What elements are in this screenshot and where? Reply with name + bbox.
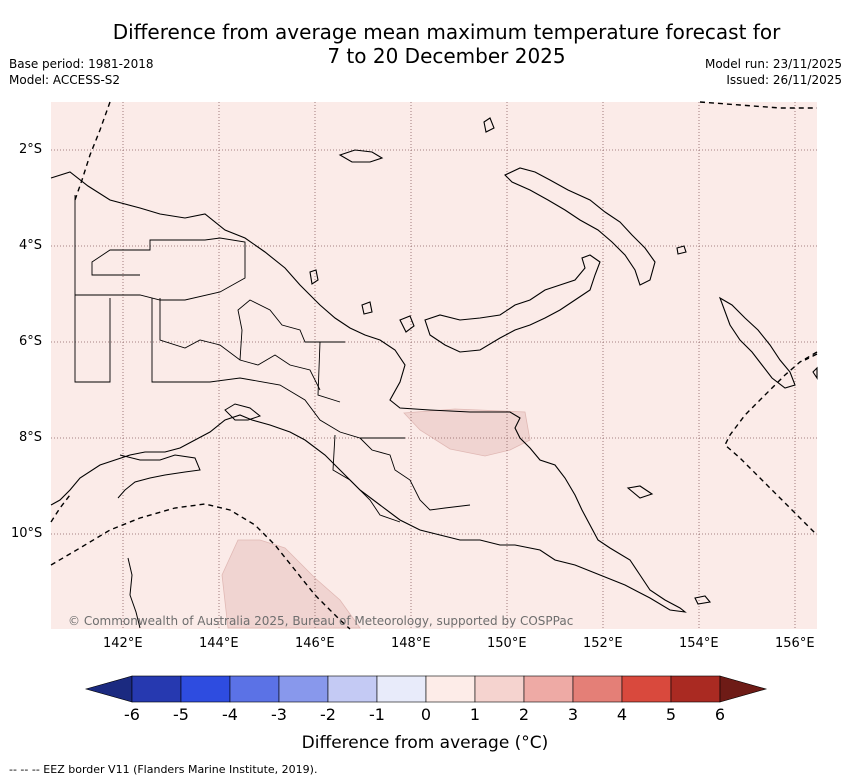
colorbar-tick-label: 6 xyxy=(714,705,726,724)
lon-label-154e: 154°E xyxy=(679,636,719,651)
colorbar-tick-label: 5 xyxy=(665,705,677,724)
colorbar-bin xyxy=(670,675,721,703)
lon-label-150e: 150°E xyxy=(487,636,527,651)
colorbar-bin xyxy=(523,675,574,703)
lon-label-156e: 156°E xyxy=(775,636,815,651)
issued-date: Issued: 26/11/2025 xyxy=(726,73,842,87)
meta-right: Model run: 23/11/2025 Issued: 26/11/2025 xyxy=(705,56,842,88)
lon-label-148e: 148°E xyxy=(391,636,431,651)
colorbar-bin xyxy=(229,675,280,703)
colorbar-tick-label: -4 xyxy=(222,705,238,724)
title-line-1: Difference from average mean maximum tem… xyxy=(112,20,781,44)
lat-label-10s: 10°S xyxy=(11,526,43,541)
colorbar-bin xyxy=(278,675,329,703)
colorbar xyxy=(84,675,768,703)
colorbar-tick-label: 1 xyxy=(469,705,481,724)
title-line-2: 7 to 20 December 2025 xyxy=(327,44,566,68)
colorbar-tick-label: 0 xyxy=(420,705,432,724)
meta-left: Base period: 1981-2018 Model: ACCESS-S2 xyxy=(9,56,154,88)
anomaly-patch-south xyxy=(221,539,361,629)
model-name: Model: ACCESS-S2 xyxy=(9,73,121,87)
southern-coast xyxy=(117,403,262,629)
lon-label-142e: 142°E xyxy=(103,636,143,651)
eez-borders xyxy=(50,101,818,630)
gridlines xyxy=(51,102,817,629)
colorbar-tick-label: 3 xyxy=(567,705,579,724)
colorbar-bin xyxy=(572,675,623,703)
lon-label-144e: 144°E xyxy=(199,636,239,651)
colorbar-bin xyxy=(180,675,231,703)
colorbar-tick-label: 2 xyxy=(518,705,530,724)
lat-label-8s: 8°S xyxy=(19,430,43,445)
colorbar-extend-low xyxy=(84,675,133,703)
lon-label-152e: 152°E xyxy=(583,636,623,651)
colorbar-bin xyxy=(131,675,182,703)
lon-label-146e: 146°E xyxy=(295,636,335,651)
base-period: Base period: 1981-2018 xyxy=(9,57,154,71)
chart-title: Difference from average mean maximum tem… xyxy=(0,20,850,68)
colorbar-tick-label: -1 xyxy=(369,705,385,724)
colorbar-tick-label: 4 xyxy=(616,705,628,724)
anomaly-patch-east xyxy=(403,408,531,457)
coastlines xyxy=(50,117,818,613)
provincial-borders xyxy=(74,195,471,523)
colorbar-tick-label: -6 xyxy=(124,705,140,724)
colorbar-tick-label: -5 xyxy=(173,705,189,724)
lat-label-2s: 2°S xyxy=(19,142,43,157)
colorbar-bin xyxy=(376,675,427,703)
colorbar-bin xyxy=(621,675,672,703)
colorbar-bin xyxy=(474,675,525,703)
colorbar-extend-high xyxy=(719,675,768,703)
colorbar-bin xyxy=(425,675,476,703)
map-background xyxy=(51,102,817,629)
eez-footnote: -- -- -- EEZ border V11 (Flanders Marine… xyxy=(9,763,318,776)
colorbar-label: Difference from average (°C) xyxy=(301,733,549,753)
lat-label-4s: 4°S xyxy=(19,238,43,253)
copyright-notice: © Commonwealth of Australia 2025, Bureau… xyxy=(68,614,574,628)
lat-label-6s: 6°S xyxy=(19,334,43,349)
colorbar-tick-label: -3 xyxy=(271,705,287,724)
colorbar-bin xyxy=(327,675,378,703)
model-run: Model run: 23/11/2025 xyxy=(704,57,842,71)
colorbar-tick-label: -2 xyxy=(320,705,336,724)
